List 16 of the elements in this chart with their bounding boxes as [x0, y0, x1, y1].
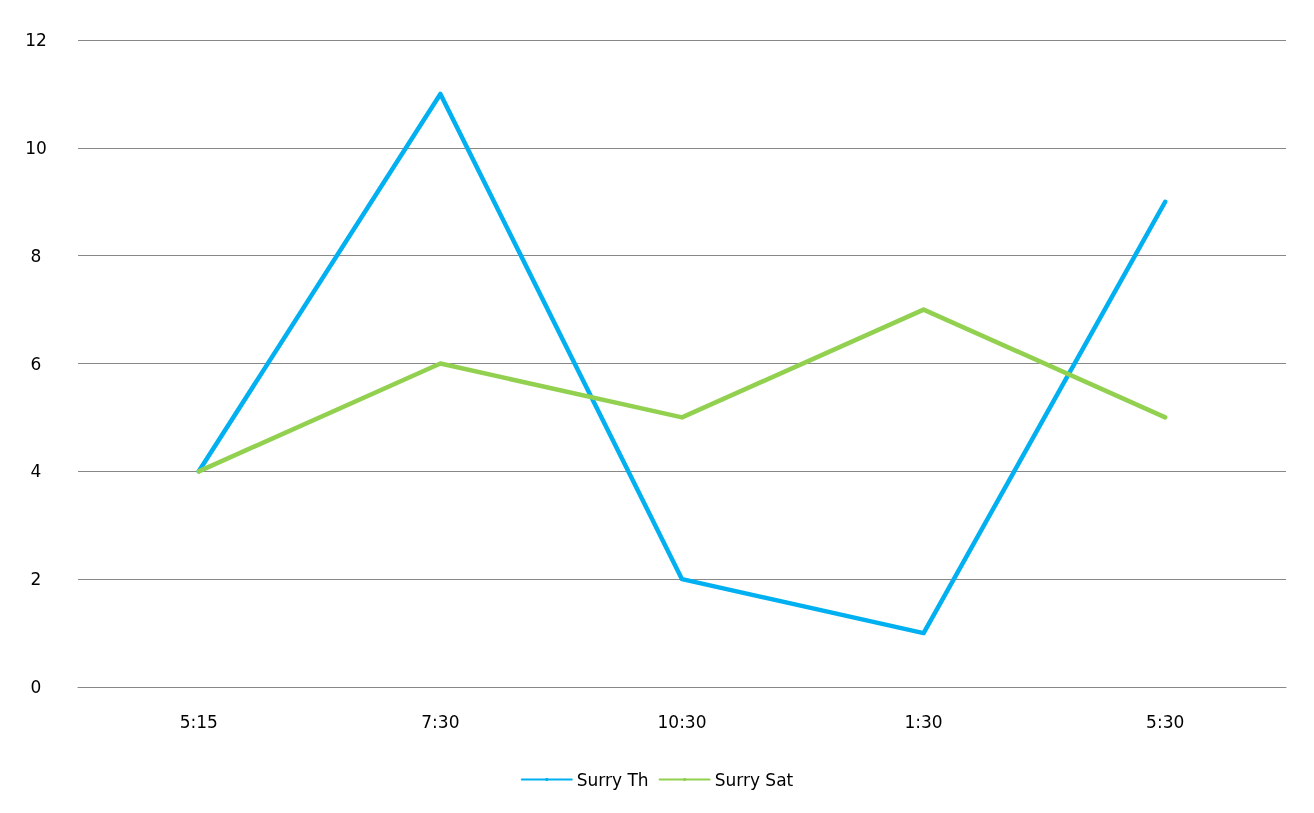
y-tick-label: 10 — [25, 137, 47, 158]
x-tick-label: 1:30 — [904, 711, 943, 732]
y-tick-label: 0 — [30, 677, 42, 697]
legend-label: Surry Sat — [714, 769, 794, 790]
x-tick-label: 10:30 — [657, 711, 707, 732]
line-series — [196, 91, 1168, 636]
x-tick-label: 7:30 — [421, 711, 460, 732]
y-tick-label: 8 — [30, 245, 42, 266]
y-tick-label: 2 — [30, 569, 42, 590]
y-tick-label: 12 — [25, 30, 47, 50]
x-tick-label: 5:30 — [1146, 711, 1185, 732]
y-tick-label: 4 — [30, 461, 42, 482]
line-series — [196, 307, 1168, 474]
legend-label: Surry Th — [576, 769, 649, 790]
x-tick-label: 5:15 — [179, 711, 218, 732]
y-tick-label: 6 — [30, 353, 42, 374]
